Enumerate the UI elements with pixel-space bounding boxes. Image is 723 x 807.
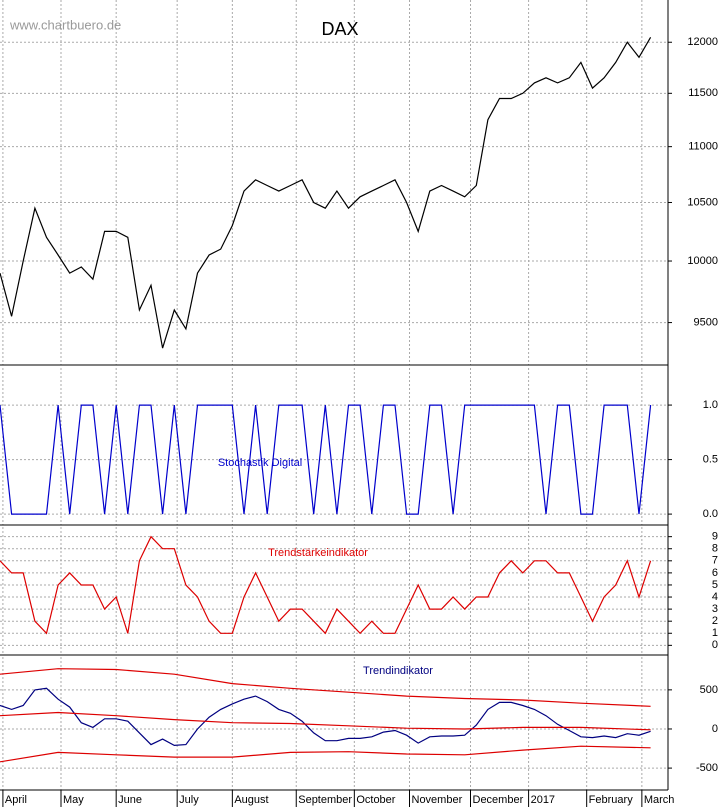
data-line [0,535,652,635]
y-tick-label: 11000 [688,141,718,153]
y-tick-label: 8 [712,543,718,555]
x-tick-label: May [63,794,84,806]
y-tick-label: 0.5 [703,453,718,465]
y-tick-label: 0 [712,723,718,735]
data-line [0,404,652,515]
y-tick-label: 0.0 [703,508,718,520]
x-tick-label: August [234,794,268,806]
y-tick-label: 11500 [688,87,718,99]
x-tick-label: March [644,794,675,806]
y-tick-label: 6 [712,567,718,579]
x-tick-label: November [412,794,463,806]
y-tick-label: 0 [712,639,718,651]
y-tick-label: 3 [712,603,718,615]
y-tick-label: 5 [712,579,718,591]
panel-title: Trendstärkeindikator [268,547,368,559]
panel-title: Trendindikator [363,665,433,677]
panel-title: Stochastik Digital [218,457,302,469]
data-line [0,711,651,731]
x-tick-label: December [473,794,524,806]
y-tick-label: 9500 [694,316,718,328]
data-line [0,687,651,747]
x-tick-label: February [589,794,634,806]
y-tick-label: 4 [712,591,718,603]
y-tick-label: 9 [712,531,718,543]
x-tick-label: September [298,794,352,806]
x-tick-label: October [356,794,395,806]
x-tick-label: June [118,794,142,806]
y-tick-label: 10000 [687,255,718,267]
y-tick-label: 7 [712,555,718,567]
x-tick-label: July [179,794,199,806]
y-tick-label: -500 [696,762,718,774]
y-tick-label: 1.0 [703,399,718,411]
x-tick-label: April [5,794,27,806]
data-line [0,36,652,349]
y-tick-label: 2 [712,615,718,627]
y-tick-label: 500 [700,684,718,696]
data-line [0,668,651,707]
watermark: www.chartbuero.de [9,17,121,32]
y-tick-label: 10500 [687,196,718,208]
y-tick-label: 12000 [687,36,718,48]
x-tick-label: 2017 [531,794,555,806]
panel-title: DAX [321,19,358,39]
data-line [0,745,651,763]
y-tick-label: 1 [712,627,718,639]
